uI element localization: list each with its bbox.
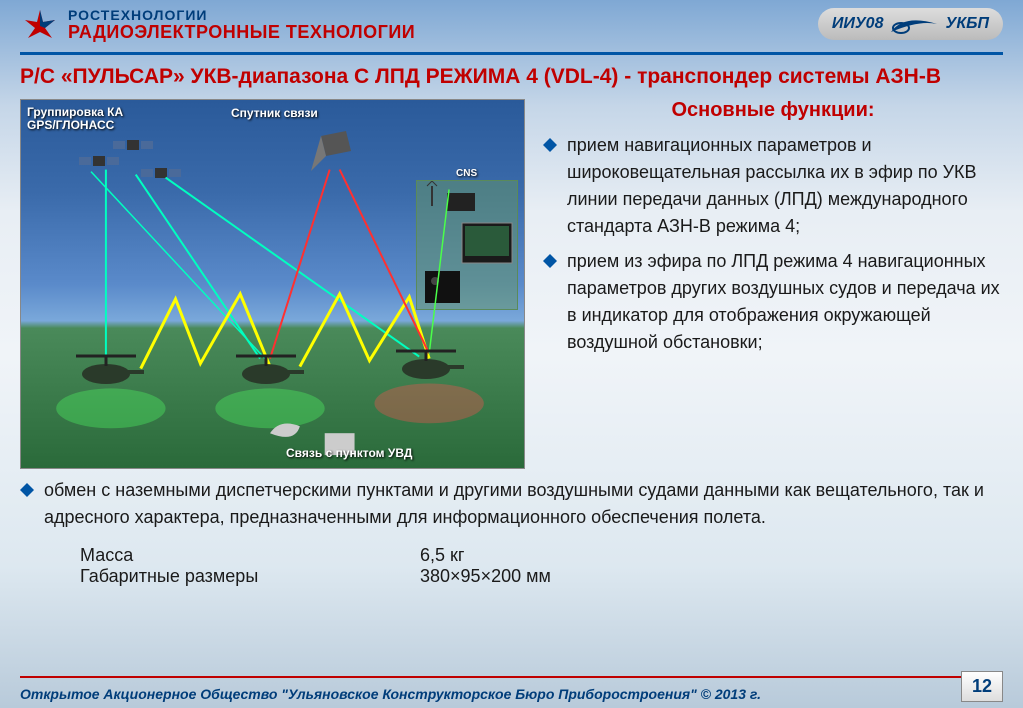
page-number: 12: [961, 671, 1003, 702]
spec-row: Масса 6,5 кг: [80, 545, 943, 566]
slide-header: РОСТЕХНОЛОГИИ РАДИОЭЛЕКТРОННЫЕ ТЕХНОЛОГИ…: [0, 0, 1023, 48]
right-logo-label-left: ИИУ08: [832, 15, 884, 33]
company-line1: РОСТЕХНОЛОГИИ: [68, 8, 415, 23]
functions-column: Основные функции: прием навигационных па…: [543, 99, 1003, 469]
company-line2: РАДИОЭЛЕКТРОННЫЕ ТЕХНОЛОГИИ: [68, 23, 415, 43]
below-content: обмен с наземными диспетчерскими пунктам…: [0, 469, 1023, 587]
functions-heading: Основные функции:: [543, 99, 1003, 122]
list-item: прием из эфира по ЛПД режима 4 навигацио…: [543, 248, 1003, 356]
helicopter-icon: [386, 343, 466, 383]
comm-satellite-icon: [301, 126, 361, 176]
spec-label: Габаритные размеры: [80, 566, 420, 587]
helicopter-icon: [226, 348, 306, 388]
system-diagram: Группировка КАGPS/ГЛОНАСС Спутник связи …: [20, 99, 525, 469]
helicopter-icon: [66, 348, 146, 388]
diamond-bullet-icon: [20, 483, 34, 497]
logo-left: РОСТЕХНОЛОГИИ РАДИОЭЛЕКТРОННЫЕ ТЕХНОЛОГИ…: [20, 8, 415, 48]
spec-value: 6,5 кг: [420, 545, 464, 566]
spec-value: 380×95×200 мм: [420, 566, 551, 587]
satellite-icon: [113, 130, 153, 160]
wing-icon: [889, 12, 939, 36]
spec-label: Масса: [80, 545, 420, 566]
list-item-text: прием из эфира по ЛПД режима 4 навигацио…: [567, 248, 1003, 356]
right-logo-label-right: УКБП: [945, 15, 989, 33]
list-item-text: прием навигационных параметров и широков…: [567, 132, 1003, 240]
satellite-icon: [141, 158, 181, 188]
diamond-bullet-icon: [543, 254, 557, 268]
diamond-bullet-icon: [543, 138, 557, 152]
star-icon: [20, 8, 60, 48]
cns-label: CNS: [456, 168, 477, 179]
spec-row: Габаритные размеры 380×95×200 мм: [80, 566, 943, 587]
logo-text: РОСТЕХНОЛОГИИ РАДИОЭЛЕКТРОННЫЕ ТЕХНОЛОГИ…: [68, 8, 415, 43]
functions-list: прием навигационных параметров и широков…: [543, 132, 1003, 356]
main-content: Группировка КАGPS/ГЛОНАСС Спутник связи …: [0, 99, 1023, 469]
specs-table: Масса 6,5 кг Габаритные размеры 380×95×2…: [20, 539, 1003, 587]
footer-text: Открытое Акционерное Общество "Ульяновск…: [20, 686, 761, 702]
uvd-label: Связь с пунктом УВД: [286, 446, 412, 460]
functions-list-below: обмен с наземными диспетчерскими пунктам…: [20, 477, 1003, 531]
equipment-icons: [417, 181, 517, 309]
slide-title: Р/С «ПУЛЬСАР» УКВ-диапазона С ЛПД РЕЖИМА…: [0, 65, 1023, 99]
gps-group-label: Группировка КАGPS/ГЛОНАСС: [27, 106, 123, 132]
logo-right: ИИУ08 УКБП: [818, 8, 1003, 40]
slide-footer: Открытое Акционерное Общество "Ульяновск…: [20, 671, 1003, 702]
list-item-text: обмен с наземными диспетчерскими пунктам…: [44, 477, 1003, 531]
list-item: прием навигационных параметров и широков…: [543, 132, 1003, 240]
list-item: обмен с наземными диспетчерскими пунктам…: [20, 477, 1003, 531]
comm-sat-label: Спутник связи: [231, 106, 318, 120]
header-divider: [20, 52, 1003, 55]
equipment-box: [416, 180, 518, 310]
